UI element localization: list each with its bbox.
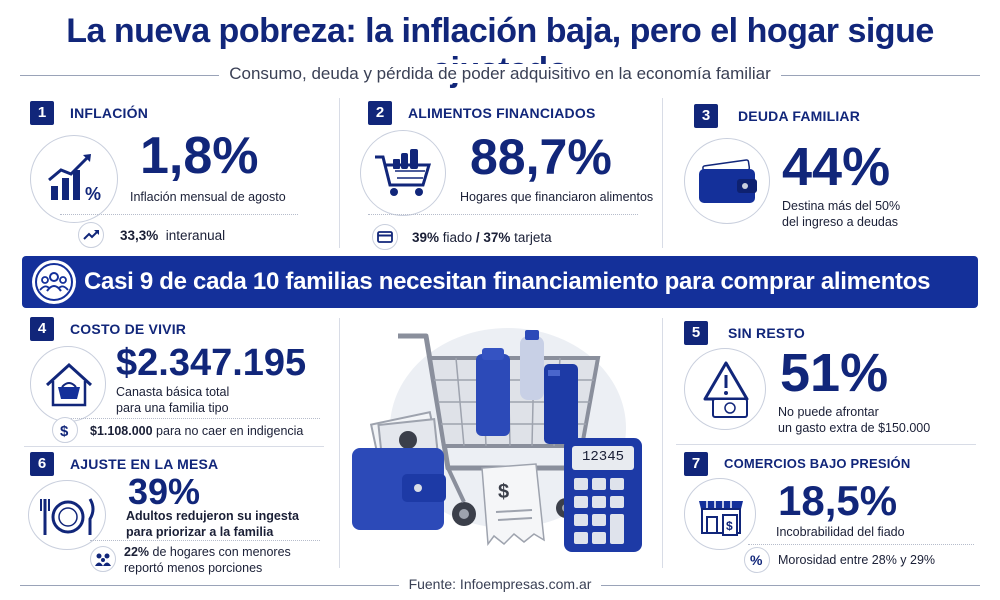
section-number: 7: [684, 452, 708, 476]
calculator-display: 12345: [581, 449, 624, 465]
sub-stat: 39% fiado / 37% tarjeta: [412, 230, 552, 245]
divider: [339, 318, 340, 568]
sub-stat-value: 22%: [124, 545, 150, 559]
section-title: COMERCIOS BAJO PRESIÓN: [724, 456, 911, 471]
stat-description: Adultos redujeron su ingesta para priori…: [126, 508, 299, 541]
stat-description-line: para una familia tipo: [116, 401, 229, 416]
plate-cutlery-icon: [28, 480, 106, 550]
divider: [60, 418, 320, 419]
house-basket-icon: [30, 346, 106, 422]
svg-text:%: %: [750, 552, 763, 568]
store-receipt-icon: $: [684, 478, 756, 550]
divider: [60, 214, 298, 215]
subtitle-row: Consumo, deuda y pérdida de poder adquis…: [20, 62, 980, 88]
credit-card-icon: [372, 224, 398, 250]
divider: [748, 544, 974, 545]
svg-text:%: %: [85, 184, 101, 204]
chart-percent-icon: %: [30, 135, 118, 223]
dollar-icon: $: [52, 417, 78, 443]
stat-description: Incobrabilidad del fiado: [776, 525, 905, 539]
section-number: 1: [30, 101, 54, 125]
section-number: 6: [30, 452, 54, 476]
stat-description: Inflación mensual de agosto: [130, 190, 286, 204]
shopping-cart-icon: [360, 130, 446, 216]
sub-stat-label: interanual: [165, 228, 226, 243]
wallet-icon: [684, 138, 770, 224]
family-icon: [90, 546, 116, 572]
people-group-icon: [32, 260, 76, 304]
divider: [662, 318, 663, 568]
stat-description-line: un gasto extra de $150.000: [778, 421, 931, 436]
sub-stat-value: 39%: [412, 230, 440, 245]
stat-description-line: Destina más del 50%: [782, 199, 901, 213]
section-title: SIN RESTO: [728, 325, 806, 341]
stat-description-line: No puede afrontar: [778, 405, 879, 419]
stat-description-line: del ingreso a deudas: [782, 215, 899, 230]
divider: [90, 540, 320, 541]
sub-stat-label: fiado: [442, 230, 473, 245]
sub-stat: $1.108.000 para no caer en indigencia: [90, 424, 303, 438]
sub-stat-separator: /: [475, 230, 480, 245]
section-title: INFLACIÓN: [70, 105, 149, 121]
sub-stat-label: para no caer en indigencia: [156, 424, 304, 438]
stat-value: 18,5%: [778, 477, 898, 524]
sub-stat-value: $1.108.000: [90, 424, 153, 438]
footer-row: Fuente: Infoempresas.com.ar: [20, 574, 980, 596]
section-number: 4: [30, 317, 54, 341]
stat-value: 88,7%: [470, 129, 612, 185]
section-title: DEUDA FAMILIAR: [738, 108, 861, 124]
section-number: 2: [368, 101, 392, 125]
stat-value: $2.347.195: [116, 342, 307, 384]
warning-cash-icon: [684, 348, 766, 430]
stat-description: Hogares que financiaron alimentos: [460, 190, 654, 204]
source-credit: Fuente: Infoempresas.com.ar: [398, 576, 602, 592]
section-number: 3: [694, 104, 718, 128]
divider: [339, 98, 340, 248]
section-title: ALIMENTOS FINANCIADOS: [408, 105, 596, 121]
stat-description: No puede afrontar un gasto extra de $150…: [778, 404, 930, 437]
stat-description-line: Adultos redujeron su ingesta: [126, 509, 299, 523]
sub-stat: 22% de hogares con menores reportó menos…: [124, 545, 291, 576]
page-subtitle: Consumo, deuda y pérdida de poder adquis…: [219, 64, 781, 83]
sub-stat-label: Morosidad entre 28% y 29%: [778, 553, 936, 567]
sub-stat-value: 33,3%: [120, 228, 159, 243]
section-title: AJUSTE EN LA MESA: [70, 456, 219, 472]
banner-text: Casi 9 de cada 10 familias necesitan fin…: [84, 268, 931, 295]
stat-value: 1,8%: [140, 127, 259, 185]
sub-stat: 33,3% interanual: [120, 228, 225, 243]
divider: [368, 214, 638, 215]
stat-description: Canasta básica total para una familia ti…: [116, 384, 229, 417]
divider: [676, 444, 976, 445]
highlight-banner: Casi 9 de cada 10 familias necesitan fin…: [22, 256, 978, 308]
trend-up-icon: [78, 222, 104, 248]
svg-text:$: $: [498, 481, 509, 503]
section-title: COSTO DE VIVIR: [70, 321, 187, 337]
stat-value: 39%: [128, 471, 201, 512]
sub-stat-label: tarjeta: [514, 230, 552, 245]
divider: [662, 98, 663, 248]
stat-value: 44%: [782, 137, 891, 197]
svg-text:$: $: [726, 519, 733, 533]
svg-text:$: $: [60, 423, 69, 440]
stat-value: 51%: [780, 343, 889, 403]
sub-stat-label: reportó menos porciones: [124, 560, 263, 575]
sub-stat-value: 37%: [483, 230, 511, 245]
stat-description-line: Canasta básica total: [116, 385, 230, 399]
divider: [24, 446, 324, 447]
section-number: 5: [684, 321, 708, 345]
stat-description-line: para priorizar a la familia: [126, 525, 274, 540]
stat-description: Destina más del 50% del ingreso a deudas: [782, 198, 900, 231]
sub-stat-label: de hogares con menores: [152, 545, 291, 559]
percent-icon: %: [744, 547, 770, 573]
cart-wallet-calculator-illustration: $ 12345: [348, 318, 652, 568]
